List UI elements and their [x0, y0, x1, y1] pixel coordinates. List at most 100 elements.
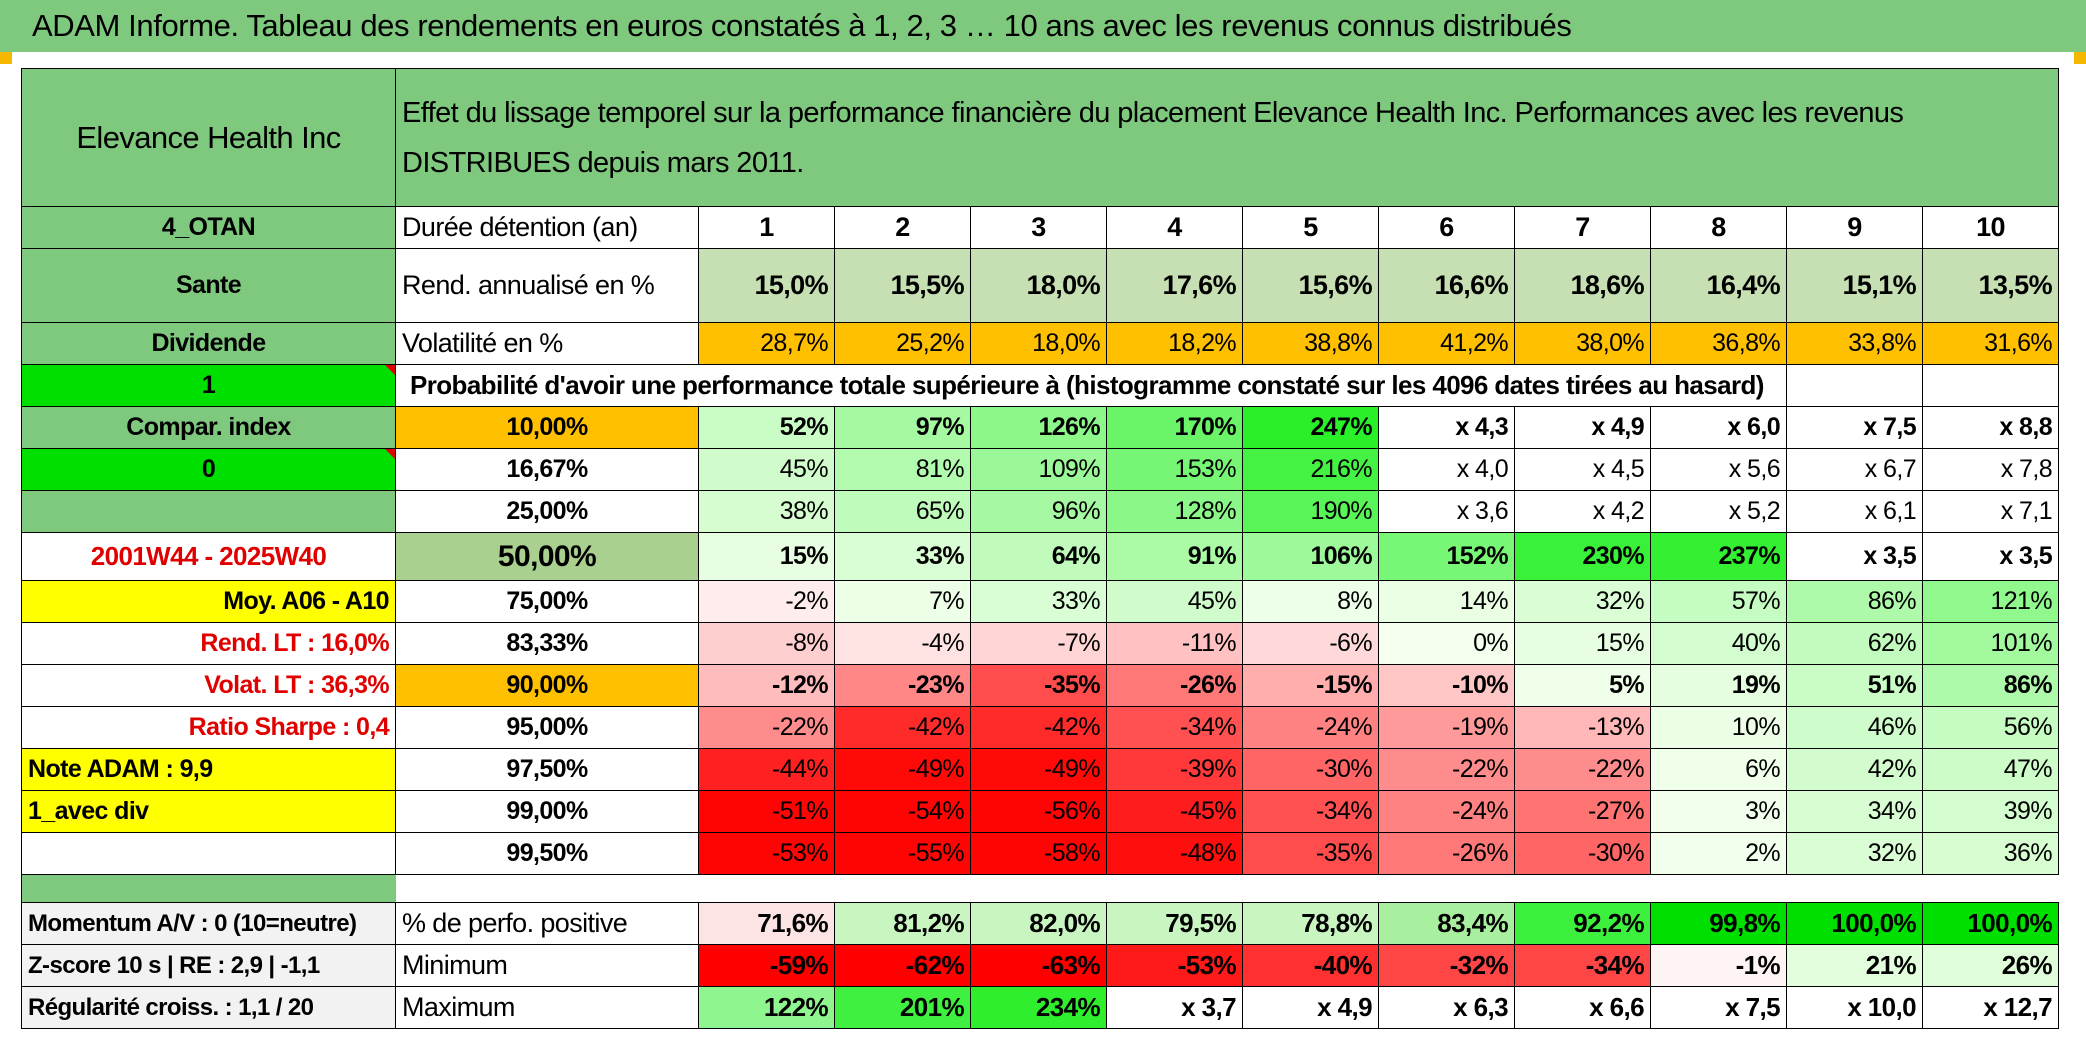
quantile-value: -13%	[1514, 706, 1651, 749]
quantile-value: -27%	[1514, 790, 1651, 833]
quantile-value: -7%	[970, 622, 1107, 665]
summary-value: 79,5%	[1106, 902, 1243, 945]
summary-value: x 6,3	[1378, 986, 1515, 1029]
quantile-value: x 6,7	[1786, 448, 1923, 491]
quantile-value: -12%	[698, 664, 835, 707]
quantile-value: 86%	[1786, 580, 1923, 623]
year-header: 8	[1650, 206, 1787, 249]
fund-description-line1: Effet du lissage temporel sur la perform…	[402, 96, 1904, 129]
summary-value: x 6,6	[1514, 986, 1651, 1029]
quantile-value: 15%	[698, 532, 835, 581]
quantile-pct: 97,50%	[395, 748, 699, 791]
summary-side-info: Régularité croiss. : 1,1 / 20	[21, 986, 396, 1029]
quantile-row: Note ADAM : 9,9 97,50% -44% -49% -49% -39% -30…	[21, 748, 2059, 791]
quantile-value: 42%	[1786, 748, 1923, 791]
quantile-value: -34%	[1106, 706, 1243, 749]
quantile-value: 45%	[1106, 580, 1243, 623]
quantile-row: Volat. LT : 36,3% 90,00% -12% -23% -35% -26% -…	[21, 664, 2059, 707]
quantile-value: 3%	[1650, 790, 1787, 833]
volatility-value: 18,2%	[1106, 322, 1243, 365]
volatility-label: Volatilité en %	[395, 322, 699, 365]
summary-value: 99,8%	[1650, 902, 1787, 945]
summary-value: -32%	[1378, 944, 1515, 987]
corner-marker-left	[0, 52, 12, 64]
returns-table: Elevance Health Inc Effet du lissage temp…	[21, 68, 2059, 1029]
side-info: Rend. LT : 16,0%	[21, 622, 396, 665]
summary-value: x 4,9	[1242, 986, 1379, 1029]
quantile-value: -8%	[698, 622, 835, 665]
quantile-value: 64%	[970, 532, 1107, 581]
quantile-value: 109%	[970, 448, 1107, 491]
quantile-value: -30%	[1242, 748, 1379, 791]
quantile-row: 25,00% 38% 65% 96% 128% 190% x 3,6 x 4,2 x 5,2 x …	[21, 490, 2059, 533]
quantile-pct: 90,00%	[395, 664, 699, 707]
quantile-value: -4%	[834, 622, 971, 665]
summary-value: 83,4%	[1378, 902, 1515, 945]
year-header: 6	[1378, 206, 1515, 249]
fund-description: Effet du lissage temporel sur la perform…	[395, 68, 2059, 207]
summary-value: 82,0%	[970, 902, 1107, 945]
quantile-value: -19%	[1378, 706, 1515, 749]
quantile-value: 33%	[834, 532, 971, 581]
quantile-value: x 3,5	[1922, 532, 2059, 581]
quantile-row: Rend. LT : 16,0% 83,33% -8% -4% -7% -11% -6% 0%…	[21, 622, 2059, 665]
quantile-value: -6%	[1242, 622, 1379, 665]
summary-value: 78,8%	[1242, 902, 1379, 945]
probability-header-row: 1 Probabilité d'avoir une performance tot…	[21, 364, 2059, 407]
quantile-value: 51%	[1786, 664, 1923, 707]
quantile-row: 2001W44 - 2025W40 50,00% 15% 33% 64% 91% 106% 1…	[21, 532, 2059, 581]
quantile-value: x 4,3	[1378, 406, 1515, 449]
side-info: 2001W44 - 2025W40	[21, 532, 396, 581]
summary-value: 21%	[1786, 944, 1923, 987]
quantile-value: x 8,8	[1922, 406, 2059, 449]
side-info: Note ADAM : 9,9	[21, 748, 396, 791]
annual-return-value: 18,0%	[970, 248, 1107, 323]
quantile-value: 0%	[1378, 622, 1515, 665]
summary-value: x 10,0	[1786, 986, 1923, 1029]
quantile-value: 190%	[1242, 490, 1379, 533]
side-info: Ratio Sharpe : 0,4	[21, 706, 396, 749]
summary-value: -1%	[1650, 944, 1787, 987]
volatility-value: 36,8%	[1650, 322, 1787, 365]
quantile-value: 230%	[1514, 532, 1651, 581]
quantile-value: 121%	[1922, 580, 2059, 623]
volatility-value: 38,8%	[1242, 322, 1379, 365]
quantile-value: -35%	[1242, 832, 1379, 875]
quantile-value: 86%	[1922, 664, 2059, 707]
blank-cell	[1786, 364, 1923, 407]
summary-value: 100,0%	[1922, 902, 2059, 945]
summary-value: 71,6%	[698, 902, 835, 945]
side-info: 1_avec div	[21, 790, 396, 833]
summary-row: Régularité croiss. : 1,1 / 20 Maximum 122%…	[21, 986, 2059, 1029]
quantile-value: -24%	[1242, 706, 1379, 749]
quantile-value: 10%	[1650, 706, 1787, 749]
summary-value: 201%	[834, 986, 971, 1029]
annual-return-row: Sante Rend. annualisé en % 15,0% 15,5% 18,0%…	[21, 248, 2059, 323]
quantile-value: x 6,0	[1650, 406, 1787, 449]
volatility-value: 31,6%	[1922, 322, 2059, 365]
quantile-value: 56%	[1922, 706, 2059, 749]
summary-value: 234%	[970, 986, 1107, 1029]
annual-return-value: 15,6%	[1242, 248, 1379, 323]
annual-return-value: 15,5%	[834, 248, 971, 323]
quantile-value: 40%	[1650, 622, 1787, 665]
quantile-value: 106%	[1242, 532, 1379, 581]
quantile-value: -54%	[834, 790, 971, 833]
quantile-value: 19%	[1650, 664, 1787, 707]
summary-side-info: Z-score 10 s | RE : 2,9 | -1,1	[21, 944, 396, 987]
quantile-value: x 5,2	[1650, 490, 1787, 533]
quantile-value: -53%	[698, 832, 835, 875]
quantile-row: Moy. A06 - A10 75,00% -2% 7% 33% 45% 8% 14% 32% 5…	[21, 580, 2059, 623]
quantile-value: x 7,1	[1922, 490, 2059, 533]
summary-value: -53%	[1106, 944, 1243, 987]
quantile-value: x 4,0	[1378, 448, 1515, 491]
summary-label: Maximum	[395, 986, 699, 1029]
quantile-value: 237%	[1650, 532, 1787, 581]
tag-otan: 4_OTAN	[21, 206, 396, 249]
summary-label: % de perfo. positive	[395, 902, 699, 945]
quantile-value: x 3,6	[1378, 490, 1515, 533]
quantile-value: -26%	[1378, 832, 1515, 875]
quantile-value: 5%	[1514, 664, 1651, 707]
summary-value: -62%	[834, 944, 971, 987]
volatility-value: 25,2%	[834, 322, 971, 365]
